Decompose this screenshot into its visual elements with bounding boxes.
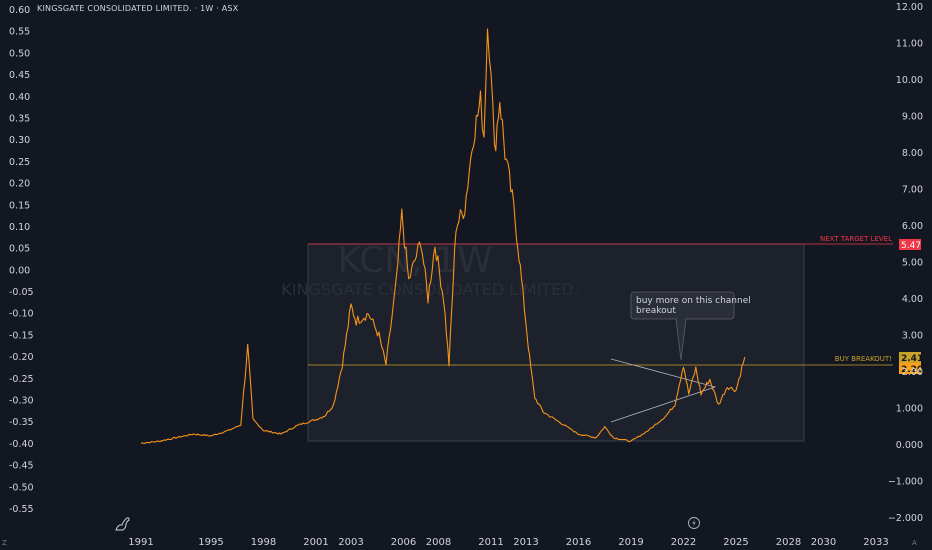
range-box — [307, 243, 805, 442]
footer-left-marker: Z — [2, 539, 7, 547]
x-axis-tick-label: 2028 — [776, 537, 801, 548]
next-target-label: NEXT TARGET LEVEL — [820, 235, 892, 243]
x-axis-tick-label: 2001 — [303, 537, 328, 548]
left-axis-tick-label: -0.20 — [9, 352, 34, 363]
footer-right-marker: A — [912, 539, 917, 547]
channel-triangle — [610, 358, 717, 423]
left-axis-tick-label: -0.40 — [9, 439, 34, 450]
left-axis-tick-label: -0.10 — [9, 309, 34, 320]
dino-logo-icon — [115, 517, 130, 531]
callout-breakout: buy more on this channel breakout — [630, 291, 751, 361]
left-axis-tick-label: 0.55 — [9, 27, 30, 38]
price-series-line — [140, 28, 746, 444]
next-target-badge-value: 5.47 — [901, 241, 921, 251]
left-axis-tick-label: -0.15 — [9, 330, 34, 341]
x-axis-tick-label: 2030 — [811, 537, 836, 548]
x-axis-tick-label: 2033 — [863, 537, 888, 548]
right-axis-tick-label: 2.00 — [902, 367, 923, 378]
x-axis-tick-label: 2019 — [618, 537, 643, 548]
right-axis-tick-label: 1.000 — [896, 404, 923, 415]
left-axis-tick-label: 0.35 — [9, 113, 30, 124]
left-axis-tick-label: 0.50 — [9, 48, 30, 59]
x-axis-tick-label: 2006 — [391, 537, 416, 548]
left-axis-tick-label: 0.05 — [9, 244, 30, 255]
left-axis-tick-label: 0.10 — [9, 222, 30, 233]
x-axis-tick-label: 2003 — [338, 537, 363, 548]
x-axis-tick-label: 1991 — [128, 537, 153, 548]
left-axis-tick-label: 0.30 — [9, 135, 30, 146]
left-axis-tick-label: 0.20 — [9, 179, 30, 190]
left-axis-tick-label: -0.45 — [9, 461, 34, 472]
x-axis-ticks: 1991 1995 1998 2001 2003 2006 2008 2011 2013 2016… — [128, 537, 888, 548]
left-axis-tick-label: -0.35 — [9, 417, 34, 428]
x-axis-tick-label: 2013 — [513, 537, 538, 548]
buy-breakout-badge-1-value: 2.41 — [901, 354, 923, 364]
buy-breakout-badge-1 — [899, 352, 921, 363]
left-axis-tick-label: -0.05 — [9, 287, 34, 298]
right-axis-tick-label: 10.00 — [896, 75, 923, 86]
right-axis-tick-label: −1.000 — [888, 477, 923, 488]
x-axis-tick-label: 2025 — [723, 537, 748, 548]
left-axis-tick-label: -0.50 — [9, 482, 34, 493]
right-axis-tick-label: 3.00 — [902, 331, 923, 342]
right-axis-tick-label: −2.000 — [888, 513, 923, 524]
callout-line-1: buy more on this channel — [636, 296, 751, 306]
left-axis-tick-label: -0.25 — [9, 374, 34, 385]
x-axis-tick-label: 2011 — [478, 537, 503, 548]
right-axis-tick-label: 9.00 — [902, 112, 923, 123]
left-axis-tick-label: -0.30 — [9, 396, 34, 407]
right-axis-tick-label: 11.00 — [896, 39, 923, 50]
callout-line-2: breakout — [636, 306, 676, 316]
right-axis-tick-label: 12.00 — [896, 2, 923, 13]
right-axis-tick-label: 4.00 — [902, 294, 923, 305]
left-axis-tick-label: 0.25 — [9, 157, 30, 168]
buy-breakout-badge-2-value: 2.20 — [901, 365, 923, 375]
right-axis-tick-label: 5.00 — [902, 258, 923, 269]
left-axis-ticks: 0.60 0.55 0.50 0.45 0.40 0.35 0.30 0.25 0.20 0.15… — [9, 5, 34, 515]
watermark-name: KINGSGATE CONSOLIDATED LIMITED. — [281, 280, 578, 299]
x-axis-tick-label: 2008 — [426, 537, 451, 548]
left-axis-tick-label: 0.40 — [9, 92, 30, 103]
left-axis-tick-label: 0.00 — [9, 265, 30, 276]
x-axis-tick-label: 2022 — [671, 537, 696, 548]
chart-title: KINGSGATE CONSOLIDATED LIMITED. · 1W · A… — [37, 4, 239, 13]
buy-breakout-label: BUY BREAKOUT! — [835, 355, 892, 363]
next-target-badge — [899, 239, 921, 250]
right-axis-tick-label: 6.00 — [902, 221, 923, 232]
right-axis-tick-label: 8.00 — [902, 148, 923, 159]
right-axis-tick-label: 0.000 — [896, 440, 923, 451]
events-lightning-icon[interactable] — [688, 517, 700, 529]
left-axis-tick-label: -0.55 — [9, 504, 34, 515]
buy-breakout-badge-2 — [899, 363, 921, 374]
right-axis-ticks: 12.00 11.00 10.00 9.00 8.00 7.00 6.00 5.00 4.00 3… — [888, 2, 923, 524]
x-axis-tick-label: 1995 — [198, 537, 223, 548]
x-axis-tick-label: 2016 — [566, 537, 591, 548]
x-axis-tick-label: 1998 — [251, 537, 276, 548]
left-axis-tick-label: 0.45 — [9, 70, 30, 81]
left-axis-tick-label: 0.60 — [9, 5, 30, 16]
left-axis-tick-label: 0.15 — [9, 200, 30, 211]
right-axis-tick-label: 7.00 — [902, 185, 923, 196]
